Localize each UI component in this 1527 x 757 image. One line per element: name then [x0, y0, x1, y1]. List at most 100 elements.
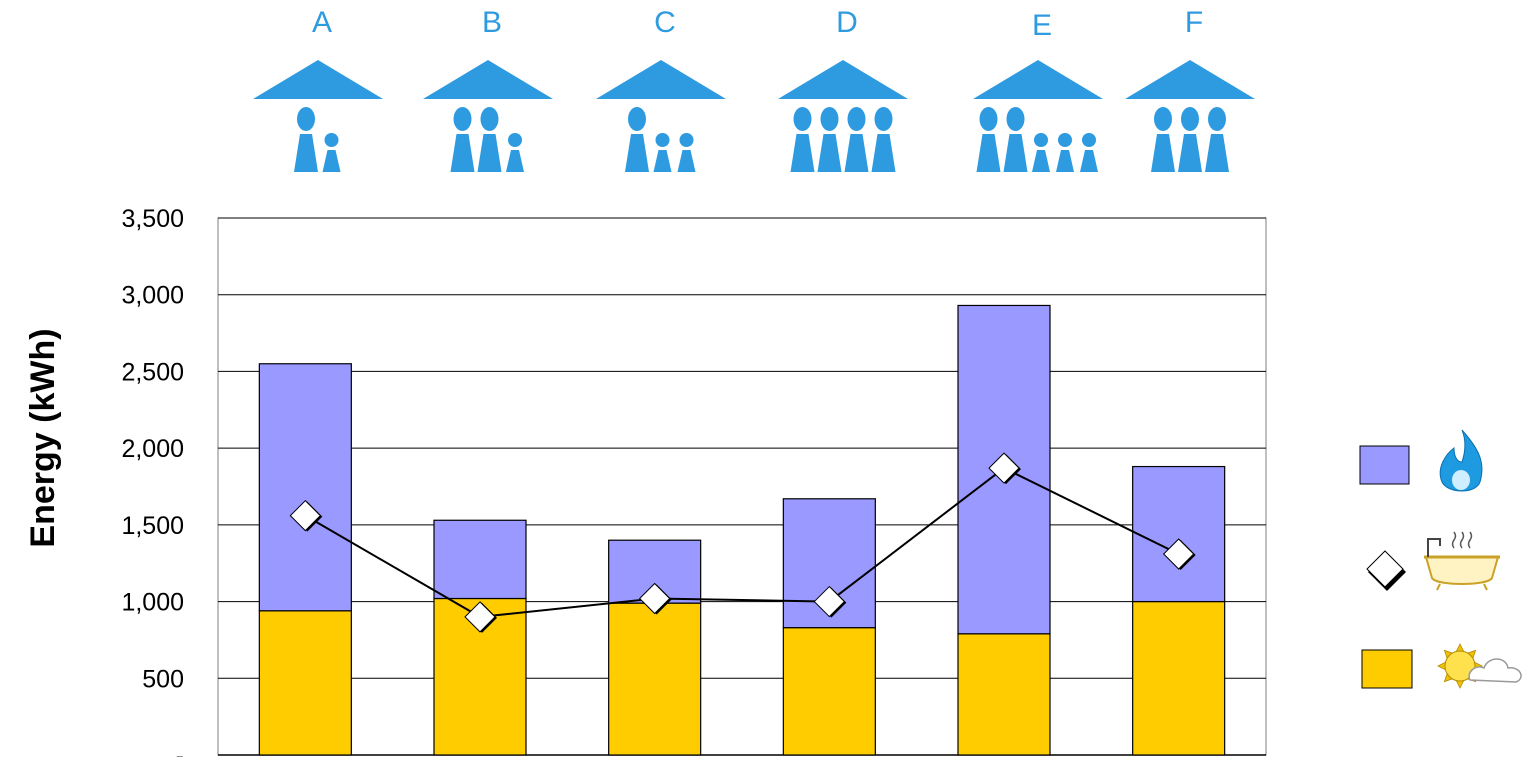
bar-segment: [258, 610, 352, 756]
diamond-marker: [988, 452, 1021, 485]
bar-segment: [433, 519, 527, 600]
marker-face: [1162, 538, 1195, 570]
roof-shape: [973, 60, 1103, 99]
y-tick-label: 1,500: [121, 512, 184, 540]
gas-flame-icon: [1439, 429, 1483, 492]
legend-swatch-gas: [1359, 445, 1410, 485]
marker-face: [813, 585, 846, 618]
bar-segment: [782, 627, 876, 756]
child-person-body: [506, 150, 524, 172]
roof-shape: [778, 60, 908, 99]
roof-shape: [1125, 60, 1255, 99]
bar-segment: [957, 633, 1051, 756]
child-person-body: [1032, 150, 1050, 172]
sun-cloud-icon: [1437, 643, 1522, 689]
house-label: E: [1032, 9, 1052, 42]
sun-disc: [1444, 650, 1476, 682]
child-person-icon: [324, 133, 339, 147]
house-label: C: [654, 6, 676, 39]
adult-person-icon: [820, 107, 839, 131]
line-series: [289, 452, 1196, 633]
diamond-marker: [1162, 538, 1196, 571]
adult-person-body: [1151, 134, 1175, 172]
y-tick-label: -: [176, 742, 184, 757]
marker-face: [638, 582, 671, 615]
roof-shape: [253, 60, 383, 99]
child-person-body: [1056, 150, 1074, 172]
house-icon-b: B: [423, 6, 553, 172]
child-person-icon: [508, 133, 522, 147]
bar-segment: [1132, 600, 1226, 756]
tub-foot: [1483, 583, 1488, 591]
house-label: F: [1185, 6, 1203, 39]
gridlines: [217, 217, 1267, 756]
adult-person-icon: [847, 107, 866, 131]
house-icon-f: F: [1125, 6, 1255, 172]
steam-line: [1451, 531, 1457, 549]
tub-body: [1424, 556, 1500, 585]
y-tick-label: 2,500: [121, 358, 184, 386]
y-axis-title: Energy (kWh): [24, 328, 62, 547]
adult-person-body: [871, 134, 896, 172]
bar-segment: [1132, 465, 1226, 603]
adult-person-icon: [874, 107, 893, 131]
house-icon-e: E: [973, 9, 1103, 172]
plot-area: [217, 217, 1267, 756]
cloud-shape: [1468, 658, 1522, 683]
house-label: D: [836, 6, 858, 39]
adult-person-icon: [453, 107, 472, 131]
adult-person-body: [477, 134, 502, 172]
child-person-icon: [679, 133, 694, 147]
adult-person-icon: [480, 107, 499, 131]
child-person-body: [1080, 150, 1098, 172]
y-tick-label: 3,500: [121, 205, 184, 233]
child-person-icon: [1034, 133, 1048, 147]
household-icons: A B C D E F: [253, 6, 1255, 172]
y-axis-ticks: - 500 1,000 1,500 2,000 2,500 3,000 3,500: [121, 205, 184, 757]
flame-core: [1452, 470, 1470, 490]
roof-shape: [596, 60, 726, 99]
bar-series: [258, 304, 1226, 756]
house-label: B: [482, 6, 502, 39]
diamond-marker: [813, 585, 847, 618]
legend-swatch-solar: [1361, 649, 1413, 689]
adult-person-body: [625, 134, 649, 172]
steam-line: [1467, 531, 1473, 549]
child-person-body: [653, 150, 672, 172]
sun-ray: [1455, 643, 1465, 652]
steam-line: [1459, 531, 1465, 549]
roof-shape: [423, 60, 553, 99]
flame-outer: [1439, 429, 1483, 492]
y-tick-label: 3,000: [121, 282, 184, 310]
child-person-icon: [1082, 133, 1096, 147]
adult-person-icon: [628, 107, 646, 131]
bathtub-icon: [1424, 531, 1500, 591]
legend: [1359, 429, 1522, 689]
y-tick-label: 500: [142, 665, 184, 693]
tub-foot: [1436, 583, 1441, 591]
sun-ray: [1437, 661, 1446, 671]
diamond-marker: [289, 499, 323, 532]
marker-face: [464, 601, 496, 633]
marker-face: [988, 452, 1020, 484]
child-person-body: [677, 150, 696, 172]
adult-person-body: [1003, 134, 1028, 172]
house-icon-c: C: [596, 6, 726, 172]
adult-person-body: [1178, 134, 1202, 172]
y-tick-label: 1,000: [121, 589, 184, 617]
adult-person-body: [1205, 134, 1229, 172]
diamond-marker: [464, 601, 497, 633]
adult-person-icon: [1154, 107, 1172, 131]
adult-person-icon: [793, 107, 812, 131]
adult-person-body: [450, 134, 475, 172]
adult-person-body: [817, 134, 842, 172]
bar-segment: [608, 602, 702, 756]
adult-person-icon: [1181, 107, 1199, 131]
house-icon-a: A: [253, 6, 383, 172]
sun-ray: [1455, 680, 1465, 689]
adult-person-body: [790, 134, 815, 172]
child-person-icon: [655, 133, 670, 147]
house-label: A: [312, 6, 332, 39]
adult-person-body: [844, 134, 869, 172]
